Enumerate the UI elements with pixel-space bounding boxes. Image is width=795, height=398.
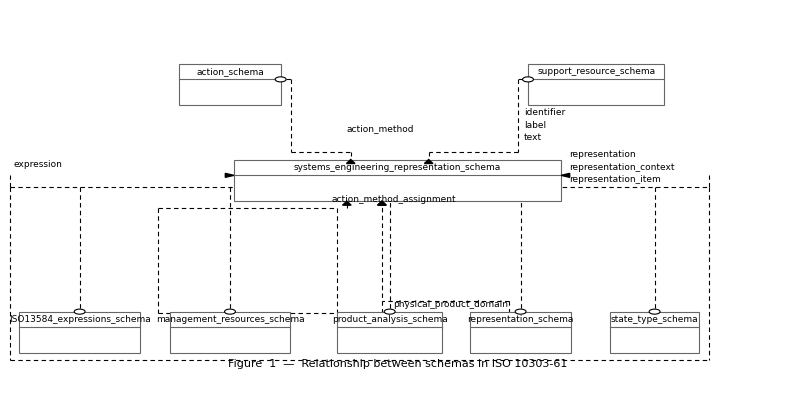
Bar <box>470 312 572 353</box>
Text: product_analysis_schema: product_analysis_schema <box>332 315 448 324</box>
Text: state_type_schema: state_type_schema <box>611 315 699 324</box>
Circle shape <box>384 309 395 314</box>
Polygon shape <box>225 174 234 178</box>
Circle shape <box>650 309 660 314</box>
Text: physical_product_domain: physical_product_domain <box>394 300 509 309</box>
Text: identifier
label
text: identifier label text <box>524 108 565 142</box>
Polygon shape <box>347 160 355 164</box>
Bar <box>528 64 665 105</box>
Bar <box>234 160 561 201</box>
Circle shape <box>224 309 235 314</box>
Text: action_method_assignment: action_method_assignment <box>332 195 456 204</box>
Polygon shape <box>561 174 570 178</box>
Text: representation_schema: representation_schema <box>467 315 574 324</box>
Polygon shape <box>378 201 386 205</box>
Bar <box>19 312 140 353</box>
Polygon shape <box>343 201 351 205</box>
Bar <box>169 312 290 353</box>
Bar <box>610 312 700 353</box>
Text: representation
representation_context
representation_item: representation representation_context re… <box>569 150 674 184</box>
Text: systems_engineering_representation_schema: systems_engineering_representation_schem… <box>294 163 501 172</box>
Bar <box>180 64 281 105</box>
Polygon shape <box>378 201 386 205</box>
Bar <box>337 312 442 353</box>
Circle shape <box>515 309 526 314</box>
Circle shape <box>522 77 533 82</box>
Text: expression: expression <box>14 160 63 169</box>
Text: action_schema: action_schema <box>196 67 264 76</box>
Text: ISO13584_expressions_schema: ISO13584_expressions_schema <box>9 315 150 324</box>
Circle shape <box>275 77 286 82</box>
Polygon shape <box>425 160 433 164</box>
Text: management_resources_schema: management_resources_schema <box>156 315 304 324</box>
Text: Figure  1  —  Relationship between schemas in ISO 10303-61: Figure 1 — Relationship between schemas … <box>228 359 567 369</box>
Text: support_resource_schema: support_resource_schema <box>537 67 655 76</box>
Circle shape <box>74 309 85 314</box>
Text: action_method: action_method <box>347 124 414 133</box>
